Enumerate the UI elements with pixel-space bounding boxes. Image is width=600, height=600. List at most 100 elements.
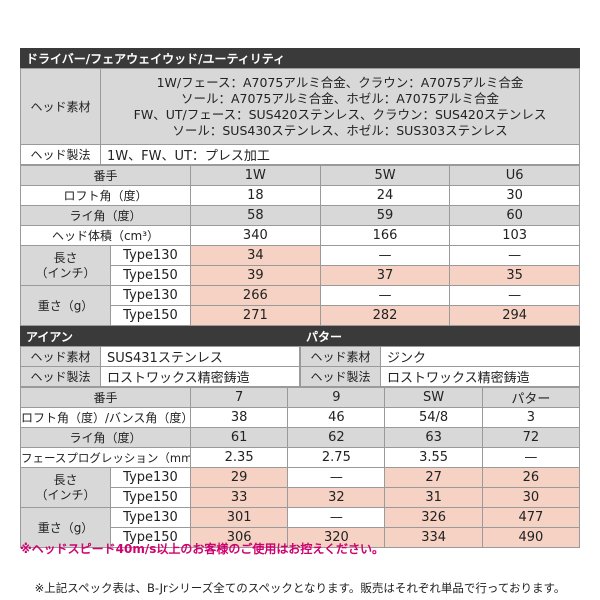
volume-value: 340 [190, 225, 321, 246]
putter-material-table: ヘッド素材 ジンク ヘッド製法 ロストワックス精密鋳造 [300, 346, 580, 387]
iron-head-material-value: SUS431ステンレス [100, 346, 300, 367]
iron-loft-value: 38 [190, 407, 289, 428]
length-value: 37 [319, 265, 451, 286]
length-label-line: 長さ [53, 250, 78, 265]
length-value: — [319, 245, 451, 266]
length-label: 長さ （インチ） [20, 245, 111, 286]
material-line: FW、UT/フェース：SUS420ステンレス、クラウン：SUS420ステンレス [133, 106, 547, 122]
length-value: 39 [190, 265, 321, 286]
putter-head-material-value: ジンク [380, 346, 580, 367]
length-value: 34 [190, 245, 321, 266]
head-material-label: ヘッド素材 [20, 68, 101, 145]
type130-label: Type130 [109, 507, 192, 528]
type130-label: Type130 [109, 467, 192, 488]
iron-weight-value: 320 [287, 527, 386, 548]
driver-section-title: ドライバー/フェアウェイウッド/ユーティリティ [20, 48, 580, 68]
iron-loft-value: 46 [287, 407, 386, 428]
length-value: — [449, 245, 580, 266]
spec-sheet: ドライバー/フェアウェイウッド/ユーティリティ ヘッド素材 1W/フェース：A7… [19, 48, 581, 548]
club-number: 1W [190, 165, 321, 186]
material-line: ソール：SUS430ステンレス、ホゼル：SUS303ステンレス [172, 122, 508, 138]
putter-head-process-value: ロストワックス精密鋳造 [380, 366, 580, 387]
weight-value: — [319, 285, 451, 306]
length-label-line: 長さ [53, 472, 78, 487]
weight-value: 294 [449, 305, 580, 326]
type130-label: Type130 [109, 285, 192, 306]
progression-value: 3.55 [384, 447, 483, 468]
number-label: 番手 [19, 165, 192, 186]
loft-value: 18 [190, 185, 321, 206]
type130-label: Type130 [109, 245, 192, 266]
progression-value: — [481, 447, 581, 468]
iron-number-label: 番手 [19, 387, 192, 408]
lie-value: 59 [319, 205, 451, 226]
iron-length-value: 29 [190, 467, 289, 488]
loft-label: ロフト角（度） [19, 185, 192, 206]
iron-length-label: 長さ （インチ） [20, 467, 111, 508]
club-number: 5W [319, 165, 451, 186]
progression-value: 2.75 [287, 447, 386, 468]
driver-material-table: ヘッド素材 1W/フェース：A7075アルミ合金、クラウン：A7075アルミ合金… [20, 68, 580, 165]
progression-label: フェースプログレッション（mm） [19, 447, 192, 468]
head-process-label: ヘッド製法 [20, 144, 101, 165]
iron-head-process-value: ロストワックス精密鋳造 [100, 366, 300, 387]
length-label-line: （インチ） [35, 487, 96, 502]
iron-length-value: 31 [384, 487, 483, 508]
driver-spec-table: 番手 1W 5W U6 ロフト角（度） 18 24 30 ライ角（度） 58 5… [19, 165, 580, 326]
iron-club-number: 9 [287, 387, 386, 408]
weight-value: 271 [190, 305, 321, 326]
iron-lie-value: 61 [190, 427, 289, 448]
weight-label: 重さ（g） [20, 285, 111, 326]
iron-head-process-label: ヘッド製法 [20, 366, 101, 387]
iron-length-value: 33 [190, 487, 289, 508]
iron-loft-value: 3 [481, 407, 581, 428]
iron-length-value: 32 [287, 487, 386, 508]
iron-lie-label: ライ角（度） [19, 427, 192, 448]
iron-club-number: SW [384, 387, 483, 408]
iron-lie-value: 63 [384, 427, 483, 448]
iron-weight-value: 301 [190, 507, 289, 528]
type150-label: Type150 [109, 305, 192, 326]
iron-weight-value: 334 [384, 527, 483, 548]
iron-putter-header: アイアン ヘッド素材 SUS431ステンレス ヘッド製法 ロストワックス精密鋳造… [20, 326, 580, 387]
iron-section-title: アイアン [20, 326, 300, 346]
weight-value: 266 [190, 285, 321, 306]
iron-head-material-label: ヘッド素材 [20, 346, 101, 367]
iron-length-value: — [287, 467, 386, 488]
putter-head-process-label: ヘッド製法 [300, 366, 381, 387]
iron-weight-value: — [287, 507, 386, 528]
iron-lie-value: 62 [287, 427, 386, 448]
material-line: ソール：A7075アルミ合金、ホゼル：A7075アルミ合金 [181, 90, 499, 106]
series-note: ※上記スペック表は、B-Jrシリーズ全てのスペックとなります。販売はそれぞれ単品… [34, 581, 566, 595]
length-value: 35 [449, 265, 580, 286]
iron-weight-value: 326 [384, 507, 483, 528]
club-number: U6 [449, 165, 580, 186]
type150-label: Type150 [109, 487, 192, 508]
iron-length-value: 30 [481, 487, 581, 508]
iron-loft-value: 54/8 [384, 407, 483, 428]
iron-club-number: 7 [190, 387, 289, 408]
iron-weight-value: 490 [481, 527, 581, 548]
lie-value: 58 [190, 205, 321, 226]
head-speed-note: ※ヘッドスピード40m/s以上のお客様のご使用はお控えください。 [20, 542, 385, 556]
lie-value: 60 [449, 205, 580, 226]
loft-value: 30 [449, 185, 580, 206]
volume-value: 166 [319, 225, 451, 246]
iron-material-table: ヘッド素材 SUS431ステンレス ヘッド製法 ロストワックス精密鋳造 [20, 346, 300, 387]
iron-lie-value: 72 [481, 427, 581, 448]
iron-spec-table: 番手 7 9 SW パター ロフト角（度）/バンス角（度） 38 46 54/8… [19, 387, 581, 548]
type150-label: Type150 [109, 265, 192, 286]
head-material-value: 1W/フェース：A7075アルミ合金、クラウン：A7075アルミ合金 ソール：A… [100, 68, 580, 145]
progression-value: 2.35 [190, 447, 289, 468]
length-label-line: （インチ） [35, 265, 96, 280]
weight-value: 282 [319, 305, 451, 326]
iron-weight-value: 477 [481, 507, 581, 528]
volume-value: 103 [449, 225, 580, 246]
iron-weight-label: 重さ（g） [20, 507, 111, 548]
iron-length-value: 27 [384, 467, 483, 488]
iron-length-value: 26 [481, 467, 581, 488]
iron-loft-label: ロフト角（度）/バンス角（度） [19, 407, 192, 428]
iron-club-number: パター [481, 387, 581, 408]
loft-value: 24 [319, 185, 451, 206]
weight-value: — [449, 285, 580, 306]
